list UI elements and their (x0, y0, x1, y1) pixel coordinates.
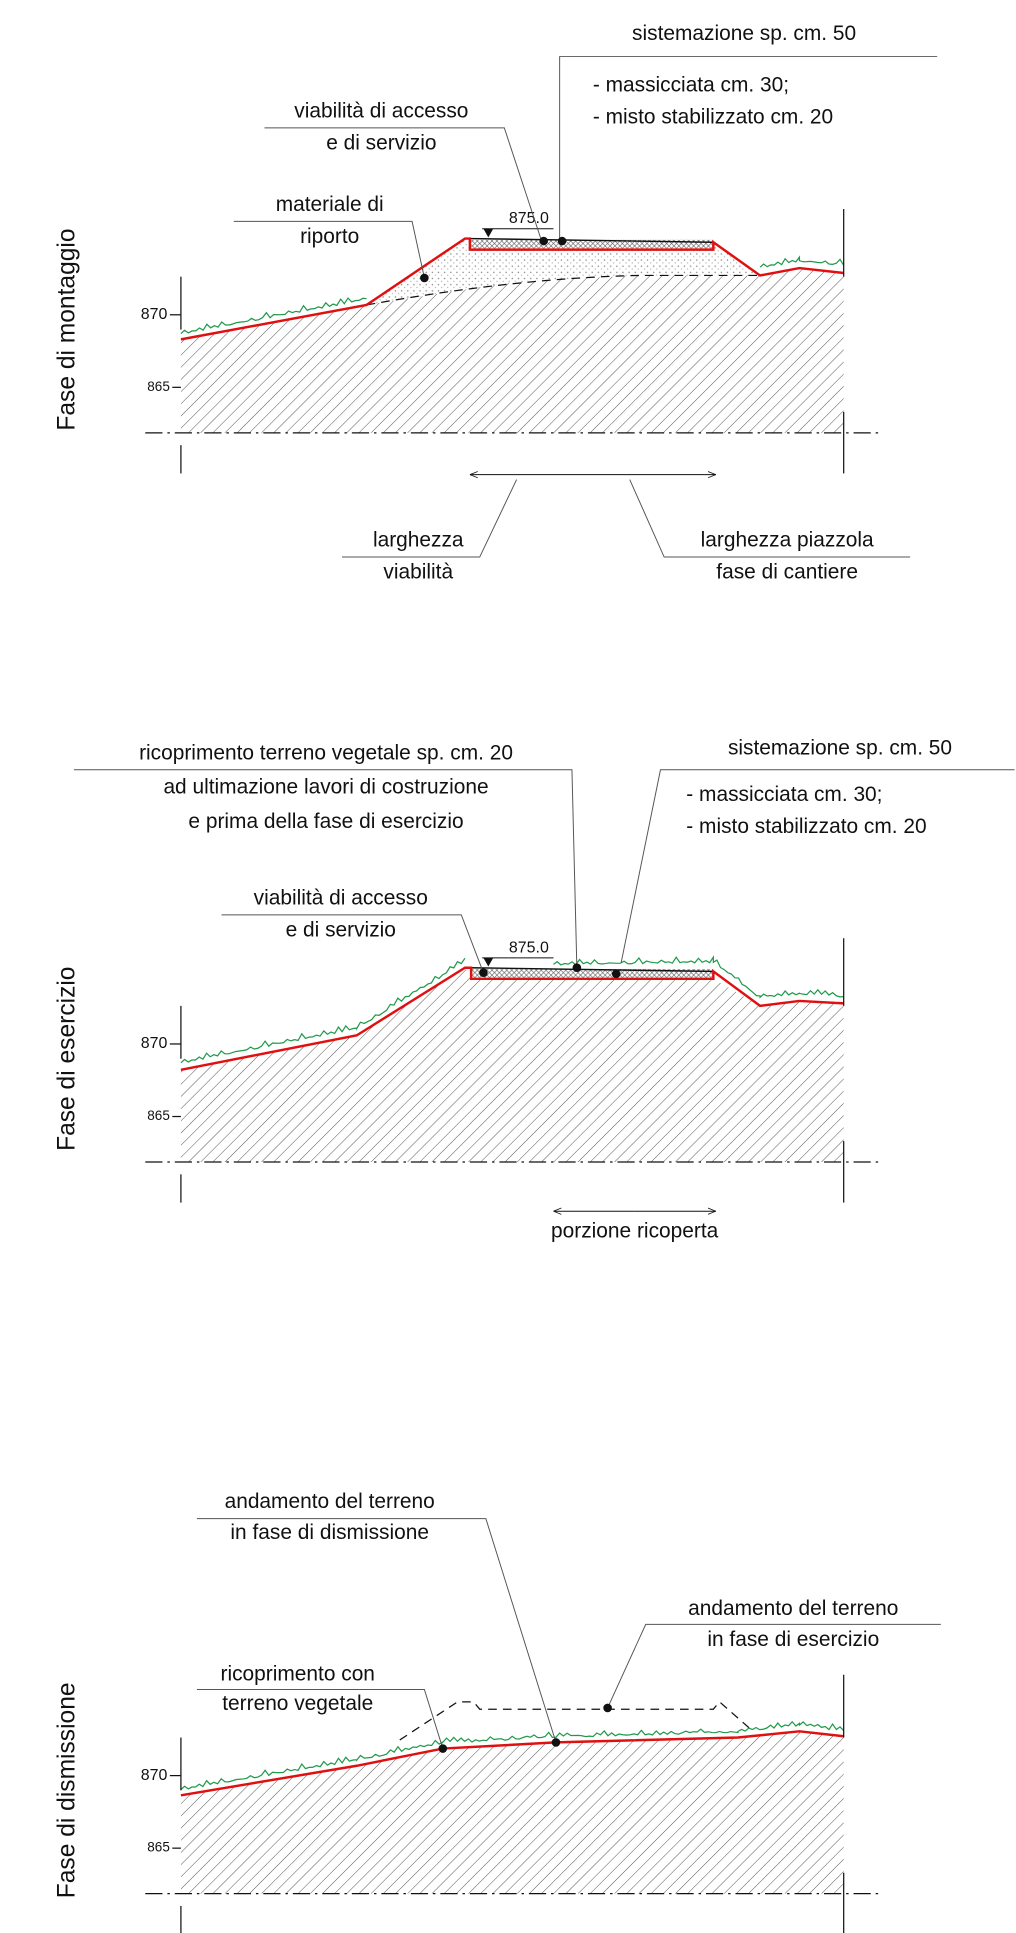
note-text: andamento del terreno (225, 1490, 435, 1513)
level-marker (483, 957, 494, 967)
vegetation (553, 955, 844, 999)
note-text: sistemazione sp. cm. 50 (728, 736, 952, 759)
leader (196, 1689, 444, 1749)
leader-dot (603, 1703, 612, 1713)
level-marker (483, 228, 494, 238)
note-text: - massicciata cm. 30; (686, 783, 882, 806)
vegetation (180, 1720, 845, 1790)
section-title: Fase di dismissione (53, 1682, 80, 1898)
leader (221, 914, 484, 973)
note-text: e prima della fase di esercizio (188, 810, 463, 833)
note-text: ad ultimazione lavori di costruzione (163, 776, 488, 799)
note-text: ricoprimento con (221, 1662, 375, 1685)
section-title: Fase di montaggio (53, 228, 80, 430)
leader-dot (479, 968, 488, 977)
pavement-top (469, 237, 714, 243)
leader-dot (539, 236, 548, 246)
vegetation (180, 297, 367, 335)
section: 875.0 870 865 Fase di esercizio ricoprimento… (53, 736, 1015, 1243)
note-text: viabilità di accesso (254, 886, 428, 909)
elevation-label: 865 (147, 1840, 170, 1855)
leader-dot (611, 969, 621, 979)
leader-dot (420, 273, 429, 283)
leader (620, 769, 1015, 963)
leader (559, 56, 938, 240)
leader (264, 127, 542, 240)
elevation-label: 865 (147, 379, 170, 394)
elevation-label: 865 (147, 1108, 170, 1123)
note-text: e di servizio (326, 131, 436, 154)
pavement (471, 968, 714, 978)
note-text: viabilità (383, 561, 453, 584)
leader (233, 220, 425, 279)
note-text: viabilità di accesso (294, 99, 468, 122)
elevation-label: 870 (141, 306, 168, 323)
original-ground (366, 274, 761, 306)
leader-dot (572, 963, 582, 973)
note-text: terreno vegetale (222, 1692, 373, 1715)
ground-profile (180, 237, 844, 341)
note-text: sistemazione sp. cm. 50 (632, 22, 856, 45)
note-text: porzione ricoperta (551, 1220, 719, 1243)
leader-dot (557, 236, 567, 246)
section: 875.0 870 865 Fase di montaggio sistemazione… (53, 22, 938, 584)
leader-dot (551, 1738, 561, 1747)
note-text: materiale di (276, 193, 384, 216)
fill-material (366, 238, 761, 305)
ground-hatch (180, 268, 844, 433)
vegetation (180, 957, 466, 1064)
note-text: riporto (300, 225, 359, 248)
original-ground (399, 1700, 751, 1741)
note-text: in fase di dismissione (230, 1521, 429, 1544)
leader (196, 1518, 557, 1743)
level-label: 875.0 (509, 939, 549, 956)
note-text: fase di cantiere (716, 561, 858, 584)
note-text: in fase di esercizio (707, 1628, 879, 1651)
ground-profile (180, 966, 844, 1071)
leader (73, 769, 578, 968)
note-text: e di servizio (286, 918, 396, 941)
note-text: - massicciata cm. 30; (593, 74, 789, 97)
ground-hatch (180, 967, 844, 1163)
note-text: - misto stabilizzato cm. 20 (686, 815, 926, 838)
note-text: larghezza (373, 529, 464, 552)
level-label: 875.0 (509, 210, 549, 227)
ground-hatch (180, 1731, 844, 1894)
pavement (471, 239, 714, 249)
elevation-label: 870 (141, 1035, 168, 1052)
vegetation (759, 255, 845, 268)
elevation-label: 870 (141, 1767, 168, 1784)
section: 870 865 Fase di dismissione andamento del t… (53, 1490, 941, 1933)
note-text: andamento del terreno (688, 1597, 898, 1620)
pavement-top (469, 966, 714, 973)
leader (607, 1623, 941, 1709)
note-text: ricoprimento terreno vegetale sp. cm. 20 (139, 741, 513, 764)
leader-dot (438, 1744, 448, 1753)
note-text: larghezza piazzola (701, 529, 874, 552)
section-title: Fase di esercizio (53, 967, 80, 1151)
leader (341, 479, 518, 558)
note-text: - misto stabilizzato cm. 20 (593, 106, 833, 129)
leader (629, 479, 911, 558)
